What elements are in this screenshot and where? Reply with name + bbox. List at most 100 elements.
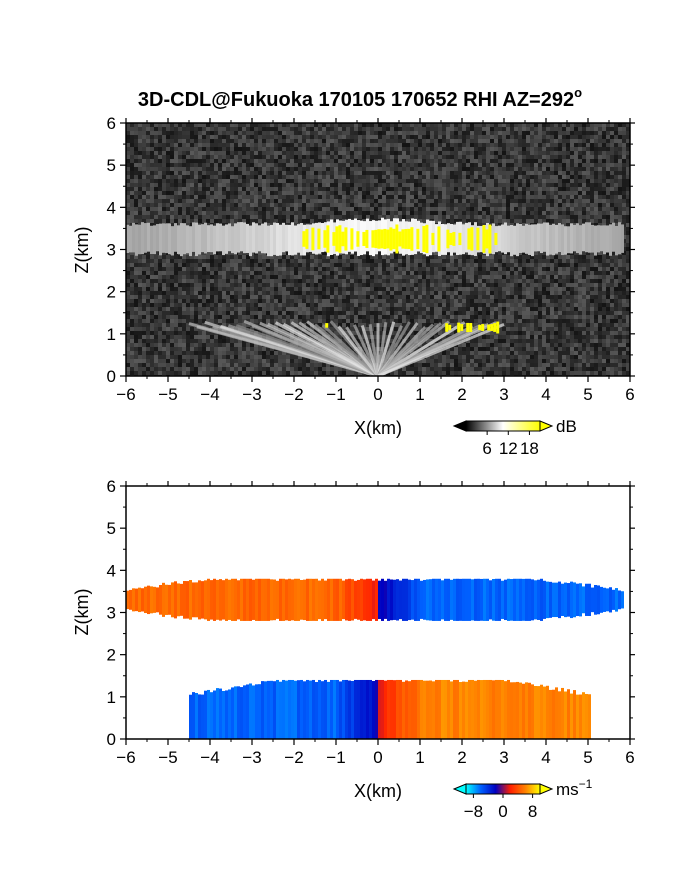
noise-cell xyxy=(222,191,226,195)
noise-cell xyxy=(518,219,522,223)
noise-cell xyxy=(626,267,630,271)
noise-cell xyxy=(498,199,502,203)
noise-cell xyxy=(302,215,306,219)
noise-cell xyxy=(578,127,582,131)
noise-cell xyxy=(514,167,518,171)
noise-cell xyxy=(410,195,414,199)
noise-cell xyxy=(358,275,362,279)
noise-cell xyxy=(458,163,462,167)
noise-cell xyxy=(262,151,266,155)
noise-cell xyxy=(422,267,426,271)
noise-cell xyxy=(358,155,362,159)
noise-cell xyxy=(578,259,582,263)
noise-cell xyxy=(606,151,610,155)
noise-cell xyxy=(542,187,546,191)
noise-cell xyxy=(142,207,146,211)
noise-cell xyxy=(322,207,326,211)
noise-cell xyxy=(322,219,326,223)
noise-cell xyxy=(478,215,482,219)
noise-cell xyxy=(366,135,370,139)
noise-cell xyxy=(426,163,430,167)
noise-cell xyxy=(274,207,278,211)
noise-cell xyxy=(618,167,622,171)
noise-cell xyxy=(130,127,134,131)
noise-cell xyxy=(434,167,438,171)
noise-cell xyxy=(186,263,190,267)
noise-cell xyxy=(266,195,270,199)
noise-cell xyxy=(146,131,150,135)
noise-cell xyxy=(406,143,410,147)
noise-cell xyxy=(314,143,318,147)
noise-cell xyxy=(494,207,498,211)
noise-cell xyxy=(426,191,430,195)
noise-cell xyxy=(270,271,274,275)
noise-cell xyxy=(230,151,234,155)
noise-cell xyxy=(414,175,418,179)
noise-cell xyxy=(538,275,542,279)
noise-cell xyxy=(562,151,566,155)
noise-cell xyxy=(158,143,162,147)
noise-cell xyxy=(238,183,242,187)
noise-cell xyxy=(478,223,482,227)
noise-cell xyxy=(442,271,446,275)
noise-cell xyxy=(462,127,466,131)
noise-cell xyxy=(330,271,334,275)
noise-cell xyxy=(182,131,186,135)
noise-cell xyxy=(622,199,626,203)
noise-cell xyxy=(342,175,346,179)
noise-cell xyxy=(510,143,514,147)
noise-cell xyxy=(166,263,170,267)
noise-cell xyxy=(390,139,394,143)
noise-cell xyxy=(614,215,618,219)
noise-cell xyxy=(558,127,562,131)
noise-cell xyxy=(230,267,234,271)
noise-cell xyxy=(290,179,294,183)
noise-cell xyxy=(146,143,150,147)
noise-cell xyxy=(398,147,402,151)
noise-cell xyxy=(594,191,598,195)
noise-cell xyxy=(194,199,198,203)
noise-cell xyxy=(574,183,578,187)
noise-cell xyxy=(222,271,226,275)
noise-cell xyxy=(270,183,274,187)
noise-cell xyxy=(502,135,506,139)
noise-cell xyxy=(294,195,298,199)
noise-cell xyxy=(334,199,338,203)
noise-cell xyxy=(382,263,386,267)
noise-cell xyxy=(410,155,414,159)
noise-cell xyxy=(390,179,394,183)
noise-cell xyxy=(150,187,154,191)
noise-cell xyxy=(306,267,310,271)
noise-cell xyxy=(570,267,574,271)
noise-cell xyxy=(618,195,622,199)
noise-cell xyxy=(570,171,574,175)
noise-cell xyxy=(266,175,270,179)
noise-cell xyxy=(266,207,270,211)
noise-cell xyxy=(458,131,462,135)
noise-cell xyxy=(626,147,630,151)
noise-cell xyxy=(238,171,242,175)
noise-cell xyxy=(214,207,218,211)
noise-cell xyxy=(370,199,374,203)
noise-cell xyxy=(158,199,162,203)
noise-cell xyxy=(578,271,582,275)
noise-cell xyxy=(418,155,422,159)
noise-cell xyxy=(626,139,630,143)
noise-cell xyxy=(270,135,274,139)
noise-cell xyxy=(282,159,286,163)
noise-cell xyxy=(210,139,214,143)
noise-cell xyxy=(234,199,238,203)
noise-cell xyxy=(406,175,410,179)
noise-cell xyxy=(570,143,574,147)
noise-cell xyxy=(550,187,554,191)
noise-cell xyxy=(558,175,562,179)
noise-cell xyxy=(342,279,346,283)
noise-cell xyxy=(514,143,518,147)
noise-cell xyxy=(486,163,490,167)
noise-cell xyxy=(218,251,222,255)
noise-cell xyxy=(574,175,578,179)
noise-cell xyxy=(622,215,626,219)
noise-cell xyxy=(618,159,622,163)
noise-cell xyxy=(402,143,406,147)
noise-cell xyxy=(482,219,486,223)
